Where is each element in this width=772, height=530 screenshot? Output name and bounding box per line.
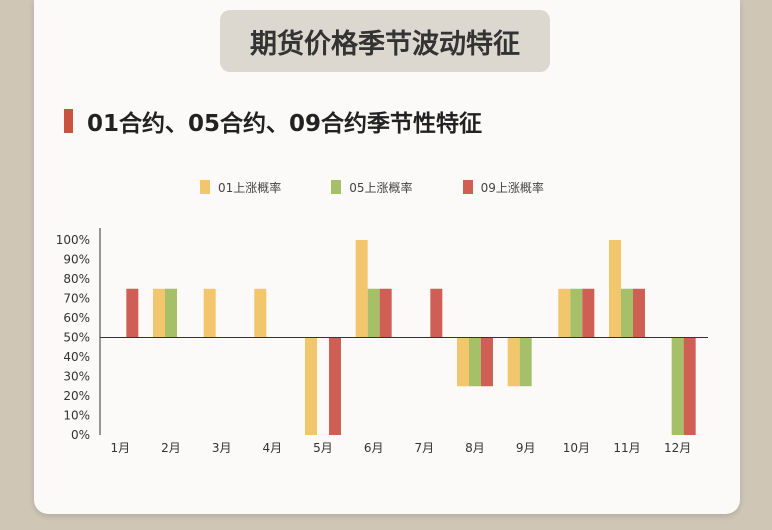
subtitle-marker: [64, 109, 73, 133]
bar: [126, 288, 139, 338]
legend-item-09: 09上涨概率: [462, 179, 544, 196]
x-tick-label: 4月: [263, 441, 283, 455]
y-tick-label: 10%: [63, 409, 90, 423]
bar: [671, 337, 684, 435]
y-tick-label: 80%: [63, 272, 90, 286]
bar: [519, 337, 532, 387]
bar: [481, 337, 493, 387]
y-tick-label: 20%: [63, 389, 90, 403]
y-tick-label: 100%: [56, 233, 90, 247]
bar: [633, 288, 645, 338]
x-tick-label: 1月: [111, 441, 131, 455]
x-tick-label: 3月: [212, 441, 232, 455]
bar: [558, 288, 571, 338]
x-tick-label: 9月: [516, 441, 536, 455]
bar: [507, 337, 520, 387]
x-tick-label: 10月: [563, 441, 590, 455]
x-tick-label: 7月: [415, 441, 435, 455]
legend-swatch-01: [200, 180, 210, 194]
bar: [469, 337, 481, 387]
bar: [683, 337, 696, 435]
legend-label-05: 05上涨概率: [349, 180, 413, 195]
y-tick-label: 30%: [63, 370, 90, 384]
bar: [367, 288, 380, 338]
bar: [329, 337, 341, 435]
y-tick-label: 70%: [63, 292, 90, 306]
x-tick-label: 5月: [313, 441, 333, 455]
subtitle: 01合约、05合约、09合约季节性特征: [64, 104, 482, 138]
y-tick-label: 50%: [63, 331, 90, 345]
bar: [457, 337, 469, 387]
bar: [165, 288, 177, 338]
bar: [609, 240, 621, 338]
subtitle-text: 01合约、05合约、09合约季节性特征: [87, 111, 483, 137]
x-tick-label: 8月: [465, 441, 485, 455]
y-tick-label: 60%: [63, 311, 90, 325]
x-tick-label: 2月: [161, 441, 181, 455]
legend-item-05: 05上涨概率: [331, 179, 413, 196]
banner-title: 期货价格季节波动特征: [220, 10, 550, 72]
x-tick-label: 11月: [613, 441, 640, 455]
card-panel: [34, 0, 740, 514]
bar: [254, 288, 267, 338]
bar: [379, 288, 392, 338]
legend-swatch-05: [331, 180, 342, 194]
x-tick-label: 12月: [664, 441, 691, 455]
legend-item-01: 01上涨概率: [200, 179, 281, 196]
y-tick-label: 90%: [63, 253, 90, 267]
bar: [430, 288, 443, 338]
y-tick-label: 40%: [63, 350, 90, 364]
y-tick-label: 0%: [71, 428, 90, 442]
chart-legend: 01上涨概率 05上涨概率 09上涨概率: [200, 176, 620, 198]
bar: [153, 288, 165, 338]
x-tick-label: 6月: [364, 441, 384, 455]
legend-swatch-09: [462, 180, 473, 194]
legend-label-09: 09上涨概率: [480, 180, 544, 195]
bar: [305, 337, 317, 435]
bar: [203, 288, 216, 338]
bar: [355, 240, 368, 338]
legend-label-01: 01上涨概率: [218, 180, 282, 195]
bar: [570, 288, 583, 338]
bar: [621, 288, 633, 338]
bar: [582, 288, 595, 338]
